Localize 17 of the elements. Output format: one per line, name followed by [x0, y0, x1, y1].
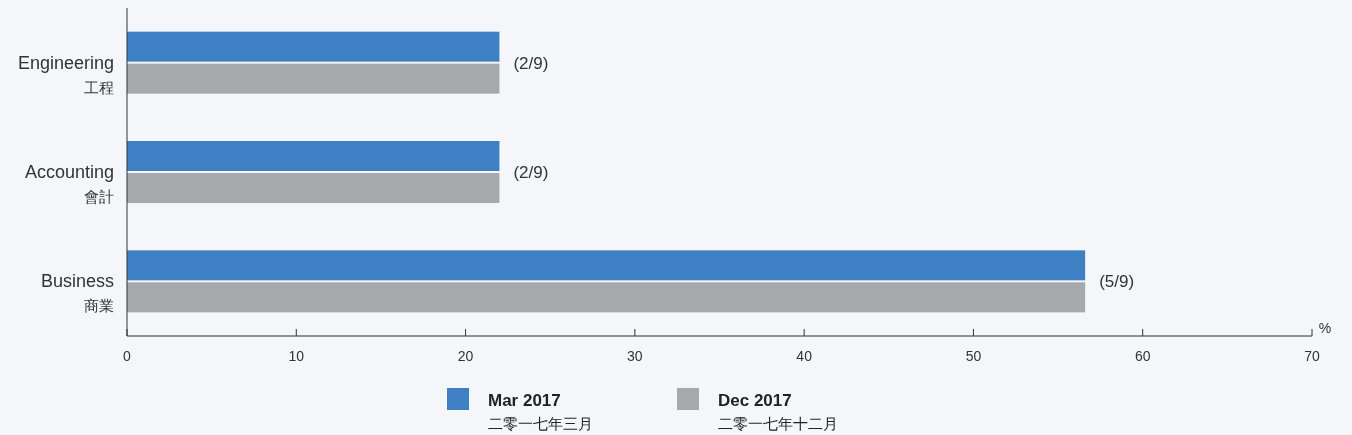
x-tick-label: 20	[457, 348, 474, 364]
data-label: (2/9)	[513, 163, 549, 182]
y-tick-label: Accounting 會計	[24, 162, 114, 205]
y-tick-label: Engineering 工程	[17, 52, 114, 96]
x-tick-label: 30	[627, 348, 643, 364]
legend-label: Mar 2017 二零一七年三月	[488, 391, 593, 432]
y-tick-label: Business 商業	[40, 271, 114, 315]
x-tick-label: 0	[123, 348, 132, 364]
x-axis-title: %	[1318, 320, 1332, 336]
x-tick-label: 50	[965, 348, 982, 364]
x-tick-label: 70	[1304, 348, 1320, 364]
data-label: (2/9)	[513, 53, 549, 73]
x-tick-label: 60	[1134, 348, 1151, 364]
legend-label: Dec 2017 二零一七年十二月	[718, 391, 838, 432]
data-label: (5/9)	[1099, 272, 1135, 292]
x-tick-label: 40	[796, 348, 813, 364]
x-tick-label: 10	[288, 348, 305, 364]
